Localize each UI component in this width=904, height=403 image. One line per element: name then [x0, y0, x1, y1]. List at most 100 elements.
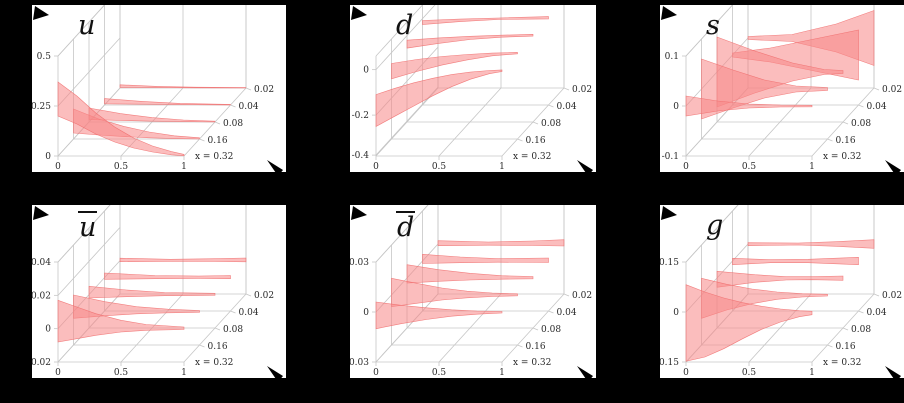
- x-tick-label: 1: [499, 162, 505, 172]
- axis-arrow-up-icon: [661, 6, 677, 20]
- plot-3d-ubar: 0.04 0.02 0 -0.02 0 0.5 1 0.02 0.04 0.08 0.16 x = 0…: [32, 205, 283, 378]
- y-tick-label: -0.03: [350, 358, 369, 368]
- plot-title-u: u: [78, 11, 95, 41]
- depth-tick-mark: [827, 138, 833, 142]
- axis-arrow-up-icon: [661, 206, 677, 220]
- depth-tick-label: 0.04: [867, 102, 887, 112]
- plot-title-s: s: [706, 11, 720, 41]
- depth-tick-mark: [230, 104, 236, 108]
- depth-tick-label: 0.08: [851, 119, 871, 129]
- floor-grid-line: [748, 293, 812, 363]
- axis-arrow-up-icon: [33, 6, 49, 20]
- y-tick-label: -0.4: [352, 151, 370, 161]
- uncertainty-band-x0.32: [375, 69, 503, 128]
- uncertainty-band-x0.32: [685, 284, 813, 362]
- depth-tick-label: 0.02: [572, 85, 592, 95]
- depth-tick-label: 0.16: [526, 136, 546, 146]
- uncertainty-band-x0.08: [716, 270, 844, 288]
- depth-tick-label: 0.08: [223, 119, 243, 129]
- depth-tick-mark: [548, 104, 554, 108]
- x-tick-label: 0: [373, 162, 379, 172]
- x-tick-label: 0.5: [432, 162, 447, 172]
- uncertainty-band-x0.32: [57, 81, 185, 157]
- near-slice-label: x = 0.32: [823, 358, 861, 368]
- depth-tick-label: 0.08: [541, 325, 561, 335]
- depth-tick-mark: [214, 327, 221, 331]
- depth-tick-label: 0.16: [836, 342, 856, 352]
- y-tick-label: 0.03: [350, 258, 369, 268]
- y-tick-label: -0.15: [660, 358, 679, 368]
- depth-tick-label: 0.08: [223, 325, 243, 335]
- uncertainty-band-x0.08: [406, 33, 534, 49]
- depth-tick-mark: [873, 293, 880, 297]
- uncertainty-band-x0.04: [422, 253, 549, 264]
- uncertainty-band-x0.04: [422, 16, 549, 25]
- depth-tick-mark: [827, 344, 833, 348]
- near-slice-label: x = 0.32: [823, 152, 861, 162]
- plot-title-d: d: [396, 11, 413, 41]
- uncertainty-band-x0.32: [685, 95, 813, 117]
- x-tick-label: 1: [809, 162, 815, 172]
- uncertainty-band-x0.08: [406, 264, 534, 284]
- depth-tick-mark: [858, 310, 864, 314]
- panel-s: 0.1 0 -0.1 0 0.5 1 0.02 0.04 0.08 0.16 x = 0.32 s: [660, 5, 904, 172]
- uncertainty-band-x0.32: [57, 299, 185, 343]
- depth-tick-label: 0.16: [208, 136, 228, 146]
- y-tick-label: -0.2: [352, 111, 369, 121]
- x-tick-label: 0: [683, 162, 689, 172]
- panel-d: 0 -0.2 -0.4 0 0.5 1 0.02 0.04 0.08 0.16 x = 0.32 d: [350, 5, 596, 172]
- depth-tick-label: 0.02: [572, 291, 592, 301]
- depth-tick-mark: [517, 344, 523, 348]
- x-tick-label: 0.5: [114, 368, 129, 378]
- depth-tick-mark: [532, 327, 539, 331]
- panel-ubar: 0.04 0.02 0 -0.02 0 0.5 1 0.02 0.04 0.08 0.16 x = 0…: [32, 205, 286, 378]
- depth-tick-mark: [858, 104, 864, 108]
- near-slice-label: x = 0.32: [195, 152, 233, 162]
- y-tick-label: 0: [45, 152, 51, 162]
- x-tick-label: 0: [373, 368, 379, 378]
- axis-arrow-right-icon: [885, 366, 901, 378]
- plot-3d-g: 0.15 0 -0.15 0 0.5 1 0.02 0.04 0.08 0.16 x = 0.32: [660, 205, 902, 378]
- depth-tick-mark: [873, 87, 880, 91]
- depth-tick-mark: [230, 310, 236, 314]
- axis-arrow-up-icon: [33, 206, 49, 220]
- axis-arrow-right-icon: [267, 160, 283, 172]
- uncertainty-band-x0.08: [88, 285, 216, 299]
- y-tick-label: 0.15: [660, 258, 679, 268]
- near-slice-label: x = 0.32: [513, 152, 551, 162]
- x-tick-label: 0: [55, 368, 61, 378]
- uncertainty-band-x0.04: [732, 256, 859, 266]
- depth-tick-mark: [842, 327, 849, 331]
- panel-dbar: 0.03 0 -0.03 0 0.5 1 0.02 0.04 0.08 0.16 x = 0.32 d: [350, 205, 596, 378]
- flavor-symbol: u: [78, 10, 96, 41]
- plot-title-dbar: d: [396, 211, 416, 243]
- axis-arrow-right-icon: [577, 160, 593, 172]
- uncertainty-band-x0.16: [391, 52, 518, 80]
- y-tick-label: 0: [673, 308, 679, 318]
- y-tick-label: 0: [673, 102, 679, 112]
- depth-tick-mark: [245, 293, 252, 297]
- axis-arrow-up-icon: [351, 6, 367, 20]
- y-tick-label: 0.02: [32, 291, 51, 301]
- floor-grid-line: [438, 293, 502, 363]
- x-tick-label: 0.5: [742, 368, 757, 378]
- x-tick-label: 0: [683, 368, 689, 378]
- depth-tick-label: 0.16: [208, 342, 228, 352]
- y-tick-label: 0.04: [32, 258, 51, 268]
- y-tick-label: 0: [45, 325, 51, 335]
- plot-title-ubar: u: [78, 211, 98, 243]
- depth-tick-label: 0.04: [557, 102, 577, 112]
- panel-g: 0.15 0 -0.15 0 0.5 1 0.02 0.04 0.08 0.16 x = 0.32 g: [660, 205, 904, 378]
- depth-tick-label: 0.04: [557, 308, 577, 318]
- x-tick-label: 1: [499, 368, 505, 378]
- x-tick-label: 0.5: [114, 162, 129, 172]
- x-tick-label: 0.5: [432, 368, 447, 378]
- plot-3d-u: 0.5 0.25 00 0.5 1 0.02 0.04 0.08 0.16 x = 0.32: [32, 5, 283, 172]
- flavor-symbol: d: [396, 10, 414, 41]
- depth-tick-mark: [548, 310, 554, 314]
- depth-tick-label: 0.04: [239, 308, 259, 318]
- y-tick-label: 0.5: [37, 52, 52, 62]
- floor-grid-line: [438, 87, 502, 157]
- flavor-symbol: g: [706, 210, 724, 241]
